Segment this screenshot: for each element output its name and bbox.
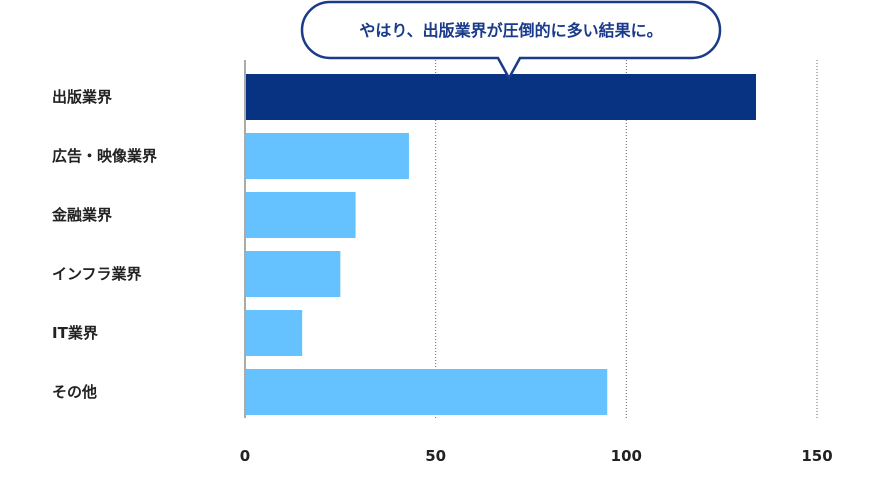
bars (246, 74, 756, 415)
bar (246, 74, 756, 120)
bar (246, 192, 356, 238)
callout-text: やはり、出版業界が圧倒的に多い結果に。 (359, 21, 662, 40)
x-tick-label: 150 (801, 447, 832, 465)
category-label: 出版業界 (52, 88, 112, 106)
bar (246, 369, 608, 415)
callout: やはり、出版業界が圧倒的に多い結果に。 (300, 0, 722, 81)
x-tick-label: 0 (240, 447, 250, 465)
category-label: その他 (52, 383, 97, 401)
x-tick-labels: 0 50 100 150 (240, 447, 833, 465)
bar (246, 133, 409, 179)
category-label: 広告・映像業界 (52, 147, 157, 165)
category-label: インフラ業界 (52, 265, 142, 283)
category-label: IT業界 (52, 324, 98, 342)
category-label: 金融業界 (51, 206, 112, 224)
x-tick-label: 100 (611, 447, 642, 465)
bar (246, 251, 341, 297)
callout-bubble (300, 0, 722, 81)
bar (246, 310, 303, 356)
x-tick-label: 50 (425, 447, 446, 465)
